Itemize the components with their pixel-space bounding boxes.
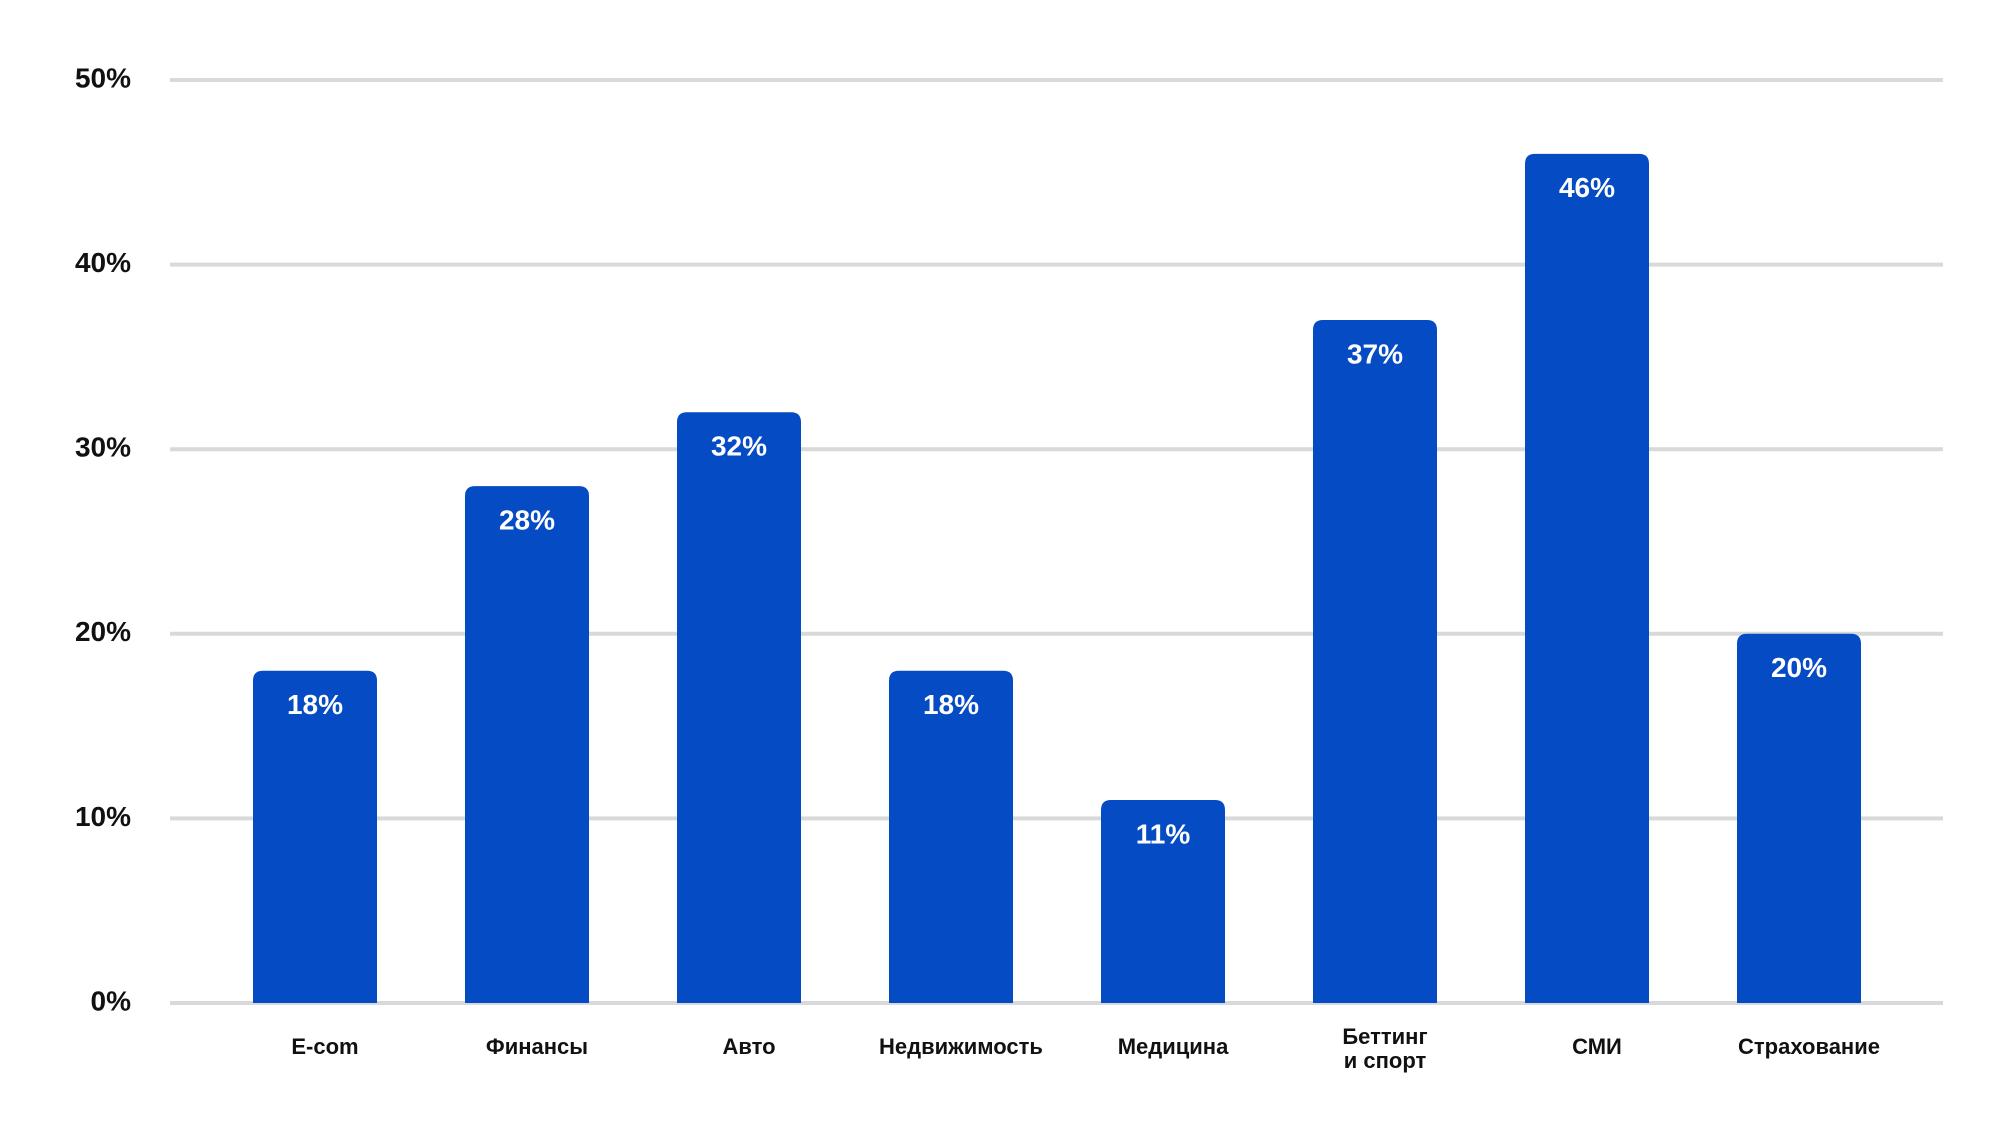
- data-label: 18%: [923, 689, 979, 720]
- y-tick-label: 0%: [91, 985, 132, 1016]
- data-label: 11%: [1136, 818, 1191, 849]
- x-tick-label: Беттинг и спорт: [1342, 1024, 1427, 1073]
- y-tick-label: 40%: [75, 247, 131, 278]
- x-tick-label: E-com: [291, 1034, 358, 1059]
- y-axis-ticks: 0% 10% 20% 30% 40% 50%: [75, 62, 131, 1016]
- gridlines: [170, 78, 1943, 1005]
- x-tick-label: Страхование: [1738, 1034, 1880, 1059]
- data-label: 46%: [1559, 172, 1615, 203]
- bar: [1737, 633, 1861, 1003]
- y-tick-label: 30%: [75, 432, 131, 463]
- x-tick-label: Медицина: [1118, 1034, 1229, 1059]
- data-label: 37%: [1347, 338, 1403, 369]
- bars: 18% 28% 32% 18% 11% 37% 46% 20%: [253, 153, 1861, 1004]
- bar: [677, 412, 801, 1003]
- y-tick-label: 10%: [75, 801, 131, 832]
- x-tick-label: СМИ: [1572, 1034, 1622, 1059]
- data-label: 28%: [499, 505, 555, 536]
- bar: [1313, 319, 1437, 1004]
- data-label: 20%: [1771, 652, 1827, 683]
- bar: [889, 670, 1013, 1003]
- bar: [1525, 153, 1649, 1004]
- y-tick-label: 50%: [75, 62, 131, 93]
- bar: [1101, 799, 1225, 1003]
- x-tick-label: Недвижимость: [879, 1034, 1043, 1059]
- data-label: 32%: [711, 431, 767, 462]
- bar: [253, 670, 377, 1003]
- bar: [465, 486, 589, 1003]
- y-tick-label: 20%: [75, 616, 131, 647]
- x-axis-ticks: E-com Финансы Авто Недвижимость Медицина Бетт…: [291, 1024, 1880, 1073]
- x-tick-label: Финансы: [486, 1034, 588, 1059]
- data-label: 18%: [287, 689, 343, 720]
- x-tick-label: Авто: [722, 1034, 775, 1059]
